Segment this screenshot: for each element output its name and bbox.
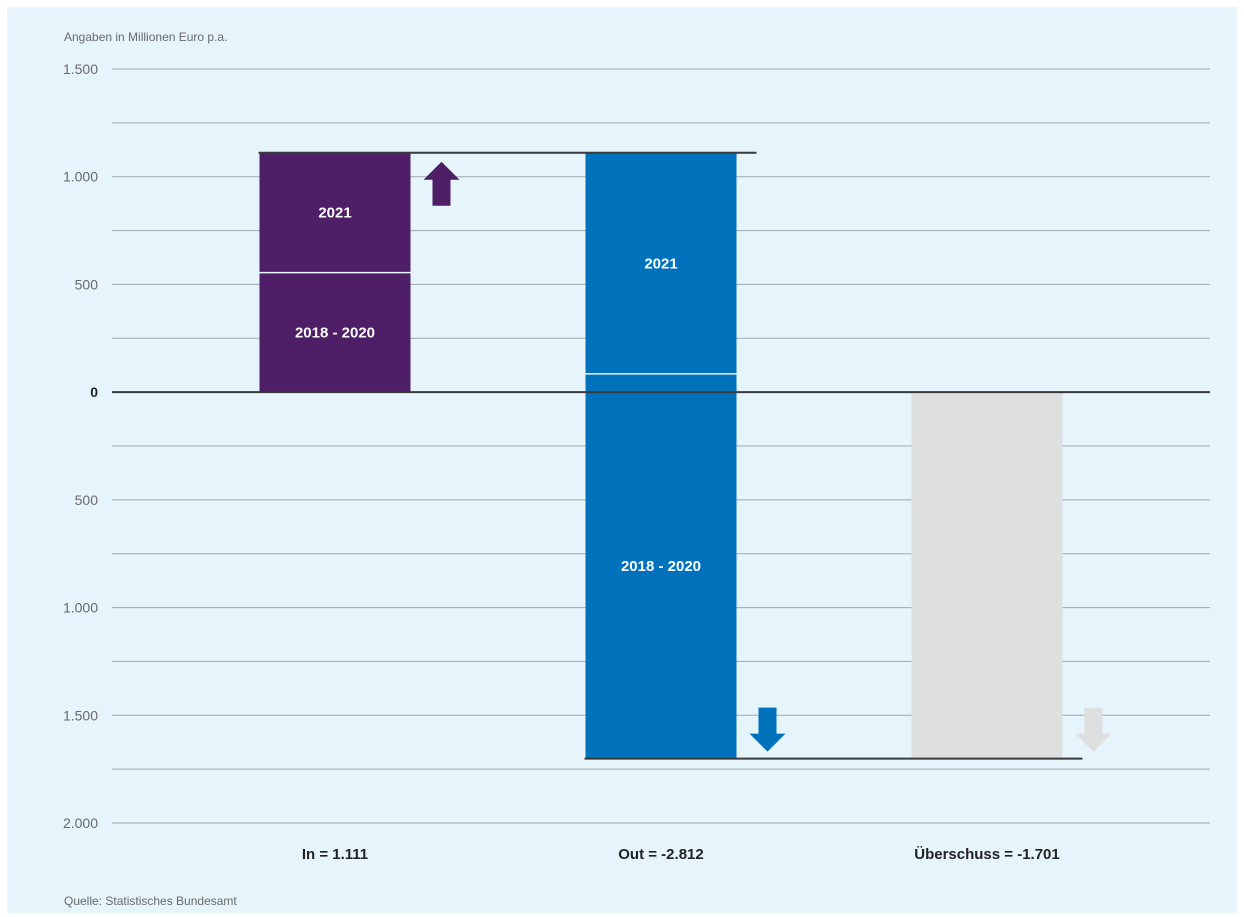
bar-segment	[259, 152, 411, 273]
y-tick-label: 2.000	[63, 815, 98, 831]
category-label: In = 1.111	[302, 846, 368, 863]
y-tick-label: 500	[75, 276, 99, 292]
reference-lines	[112, 151, 1210, 760]
segment-label: 2021	[644, 255, 677, 272]
unit-note: Angaben in Millionen Euro p.a.	[64, 30, 227, 44]
bar-segment	[585, 152, 737, 374]
arrow-down-icon	[749, 707, 786, 752]
category-label: Out = -2.812	[618, 846, 703, 863]
bars: 2018 - 2020 2021 2021 2018 - 2020	[259, 152, 1063, 759]
y-tick-label: 1.000	[63, 600, 98, 616]
segment-label: 2021	[318, 205, 351, 222]
bar-segment	[911, 392, 1063, 759]
y-tick-label: 500	[75, 492, 99, 508]
arrow-up-icon	[423, 161, 460, 206]
source-note: Quelle: Statistisches Bundesamt	[64, 894, 237, 908]
segment-label: 2018 - 2020	[621, 558, 701, 575]
segment-label: 2018 - 2020	[295, 324, 375, 341]
arrows	[423, 161, 1112, 752]
category-label: Überschuss = -1.701	[914, 846, 1060, 863]
bar-segment	[259, 272, 411, 393]
bar-segment	[585, 373, 737, 759]
y-tick-label: 1.500	[63, 707, 98, 723]
y-tick-label: 0	[90, 384, 98, 400]
arrow-down-icon	[1075, 707, 1112, 752]
y-tick-label: 1.000	[63, 169, 98, 185]
category-labels: In = 1.111 Out = -2.812 Überschuss = -1.70…	[302, 846, 1060, 863]
y-axis-ticks: 1.500 1.000 500 0 500 1.000 1.500 2.000	[63, 61, 98, 831]
y-tick-label: 1.500	[63, 61, 98, 77]
